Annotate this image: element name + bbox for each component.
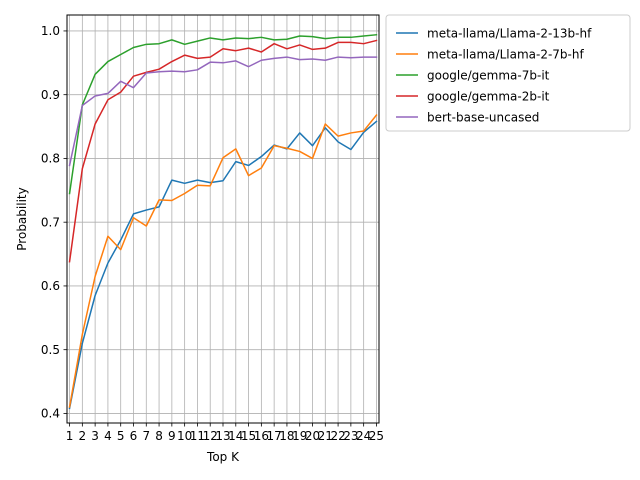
legend-label: meta-llama/Llama-2-13b-hf	[427, 26, 592, 40]
x-tick-label: 22	[330, 429, 345, 443]
x-tick-label: 24	[356, 429, 371, 443]
x-tick-label: 18	[279, 429, 294, 443]
y-tick-label: 0.4	[41, 407, 60, 421]
series-line-2	[68, 114, 378, 408]
y-tick-label: 0.5	[41, 343, 60, 357]
legend-label: bert-base-uncased	[427, 110, 539, 124]
series-line-5	[68, 56, 378, 167]
x-axis-label: Top K	[206, 450, 240, 464]
x-tick-label: 8	[155, 429, 163, 443]
series-line-3	[68, 33, 378, 195]
x-tick-label: 6	[130, 429, 138, 443]
legend-box	[385, 14, 631, 132]
x-tick-label: 23	[343, 429, 358, 443]
y-tick-label: 1.0	[41, 24, 60, 38]
x-tick-label: 16	[254, 429, 269, 443]
x-tick-label: 20	[305, 429, 320, 443]
x-tick-label: 10	[177, 429, 192, 443]
y-tick-label: 0.9	[41, 88, 60, 102]
x-tick-label: 19	[292, 429, 307, 443]
y-tick-label: 0.6	[41, 279, 60, 293]
grid	[67, 15, 379, 423]
legend-label: meta-llama/Llama-2-7b-hf	[427, 47, 584, 61]
x-tick-label: 25	[369, 429, 384, 443]
x-tick-label: 17	[267, 429, 282, 443]
x-tick-label: 13	[215, 429, 230, 443]
x-tick-label: 12	[203, 429, 218, 443]
x-tick-label: 11	[190, 429, 205, 443]
x-tick-label: 1	[66, 429, 74, 443]
y-tick-label: 0.7	[41, 215, 60, 229]
legend-label: google/gemma-7b-it	[427, 68, 550, 82]
x-tick-label: 14	[228, 429, 243, 443]
legend: meta-llama/Llama-2-13b-hf meta-llama/Llam…	[385, 14, 631, 132]
x-tick-label: 21	[318, 429, 333, 443]
x-tick-label: 2	[79, 429, 87, 443]
series-line-4	[68, 39, 378, 263]
y-tick-label: 0.8	[41, 152, 60, 166]
series-lines	[68, 33, 378, 410]
x-axis-ticks: 1 2 3 4 5 6 7 8 9 1011121314151617181920212223242…	[66, 423, 384, 443]
x-tick-label: 5	[117, 429, 125, 443]
legend-label: google/gemma-2b-it	[427, 89, 550, 103]
x-tick-label: 15	[241, 429, 256, 443]
y-axis-label: Probability	[15, 187, 29, 250]
x-tick-label: 7	[142, 429, 150, 443]
x-tick-label: 3	[91, 429, 99, 443]
y-axis-ticks: 0.4 0.5 0.6 0.7 0.8 0.9 1.0	[41, 24, 67, 421]
x-tick-label: 4	[104, 429, 112, 443]
series-line-1	[68, 120, 378, 410]
x-tick-label: 9	[168, 429, 176, 443]
